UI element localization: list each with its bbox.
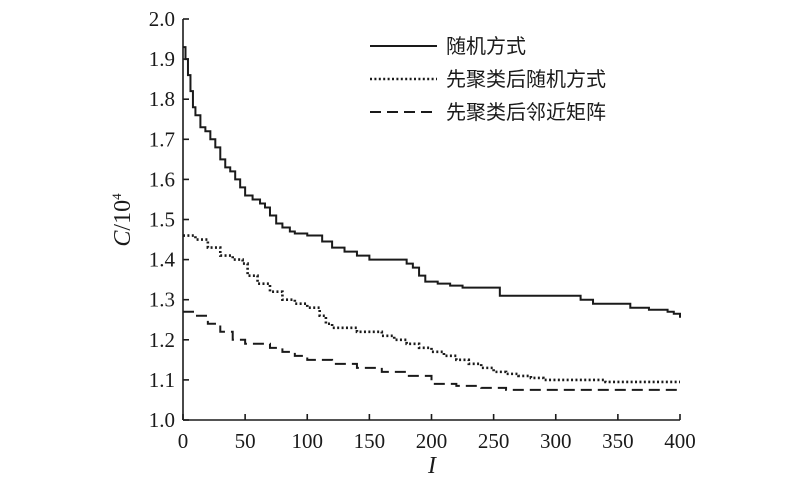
series-line-1 <box>183 46 681 318</box>
x-tick-label: 0 <box>178 429 189 453</box>
y-tick-label: 1.7 <box>149 127 175 151</box>
y-axis-ticks: 1.0 1.1 1.2 1.3 1.4 1.5 1.6 1.7 1.8 1.9 2.0 <box>149 7 189 432</box>
y-tick-label: 1.3 <box>149 288 175 312</box>
y-tick-label: 1.5 <box>149 208 175 232</box>
y-tick-label: 1.8 <box>149 87 175 111</box>
x-tick-label: 50 <box>235 429 256 453</box>
y-tick-label: 1.4 <box>149 248 176 272</box>
x-tick-label: 350 <box>602 429 634 453</box>
x-tick-label: 400 <box>664 429 696 453</box>
x-tick-label: 200 <box>416 429 448 453</box>
y-tick-label: 1.6 <box>149 167 175 191</box>
y-tick-label: 2.0 <box>149 7 175 31</box>
y-tick-label: 1.0 <box>149 408 175 432</box>
x-axis-ticks: 0 50 100 150 200 250 300 350 400 <box>178 414 696 453</box>
x-tick-label: 100 <box>292 429 324 453</box>
legend-label: 先聚类后邻近矩阵 <box>446 100 606 124</box>
series-line-2 <box>183 234 680 384</box>
y-axis-unit: /10 <box>110 200 136 231</box>
x-tick-label: 150 <box>354 429 386 453</box>
series-lines <box>183 46 681 391</box>
legend-label: 随机方式 <box>446 34 526 58</box>
y-tick-label: 1.1 <box>149 368 175 392</box>
x-tick-label: 250 <box>478 429 510 453</box>
y-tick-label: 1.2 <box>149 328 175 352</box>
series-line-3 <box>183 310 680 391</box>
y-tick-label: 1.9 <box>149 47 175 71</box>
y-axis-title: C/104 <box>109 193 136 247</box>
y-axis-exp: 4 <box>109 193 124 200</box>
x-axis-title: I <box>427 453 437 479</box>
y-axis-var: C <box>110 230 136 247</box>
x-tick-label: 300 <box>540 429 572 453</box>
legend-label: 先聚类后随机方式 <box>446 67 606 91</box>
